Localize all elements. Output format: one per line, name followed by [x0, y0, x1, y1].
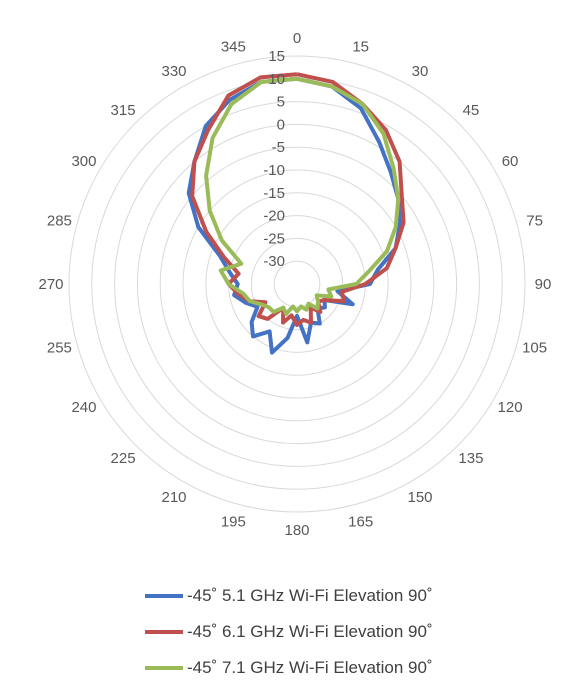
legend-label: -45˚ 7.1 GHz Wi-Fi Elevation 90˚: [187, 658, 433, 677]
legend-swatch: [145, 666, 183, 670]
radial-tick-label: 15: [268, 48, 285, 65]
angle-tick-label: 0: [293, 30, 301, 47]
angle-tick-label: 105: [522, 340, 547, 357]
series-line-1: [186, 76, 402, 355]
angle-tick-label: 15: [352, 38, 369, 55]
radial-tick-label: -5: [272, 139, 285, 156]
grid-ring: [250, 237, 344, 331]
angle-tick-label: 330: [161, 63, 186, 80]
angle-tick-label: 315: [111, 102, 136, 119]
angle-tick-label: 285: [47, 212, 72, 229]
angle-tick-label: 300: [71, 153, 96, 170]
grid-ring: [91, 78, 503, 490]
grid-ring: [159, 146, 435, 422]
grid-ring: [114, 101, 480, 467]
grid-ring: [205, 192, 389, 376]
legend-entry-2: -45˚ 6.1 GHz Wi-Fi Elevation 90˚: [145, 614, 565, 650]
angle-tick-label: 345: [221, 38, 246, 55]
grid-ring: [228, 215, 366, 353]
legend-entry-1: -45˚ 5.1 GHz Wi-Fi Elevation 90˚: [145, 578, 565, 614]
angle-tick-label: 30: [412, 63, 429, 80]
radial-tick-label: 10: [268, 71, 285, 88]
legend: -45˚ 5.1 GHz Wi-Fi Elevation 90˚ -45˚ 6.1…: [145, 578, 565, 686]
angle-tick-label: 45: [463, 102, 480, 119]
angle-tick-label: 195: [221, 514, 246, 531]
angle-tick-label: 240: [71, 399, 96, 416]
angle-tick-label: 60: [502, 153, 519, 170]
angle-tick-label: 75: [526, 212, 543, 229]
angle-tick-label: 165: [348, 514, 373, 531]
legend-label: -45˚ 6.1 GHz Wi-Fi Elevation 90˚: [187, 622, 433, 641]
grid-ring: [136, 123, 458, 445]
radial-tick-label: 0: [277, 116, 285, 133]
angle-tick-label: 255: [47, 340, 72, 357]
grid-ring: [182, 169, 412, 399]
angle-tick-label: 225: [111, 450, 136, 467]
angle-tick-label: 150: [407, 489, 432, 506]
legend-swatch: [145, 630, 183, 634]
angle-tick-label: 270: [38, 276, 63, 293]
angle-tick-label: 210: [161, 489, 186, 506]
radial-tick-label: -15: [263, 185, 285, 202]
label-layer: 0 153045607590105120135150165180195210225…: [38, 30, 551, 539]
legend-label: -45˚ 5.1 GHz Wi-Fi Elevation 90˚: [187, 586, 433, 605]
radial-tick-label: -25: [263, 230, 285, 247]
radial-tick-label: -30: [263, 253, 285, 270]
angle-tick-label: 90: [535, 276, 552, 293]
radial-tick-label: 5: [277, 94, 285, 111]
angle-tick-label: 135: [458, 450, 483, 467]
series-layer: [186, 72, 406, 355]
series-line-2: [190, 72, 406, 327]
angle-tick-label: 120: [498, 399, 523, 416]
grid-ring: [273, 260, 321, 308]
radial-tick-label: -10: [263, 162, 285, 179]
legend-swatch: [145, 594, 183, 598]
radial-tick-label: -20: [263, 208, 285, 225]
grid-layer: [68, 55, 526, 513]
legend-entry-3: -45˚ 7.1 GHz Wi-Fi Elevation 90˚: [145, 650, 565, 686]
angle-tick-label: 180: [284, 522, 309, 539]
grid-ring: [68, 55, 526, 513]
series-line-3: [204, 76, 401, 316]
